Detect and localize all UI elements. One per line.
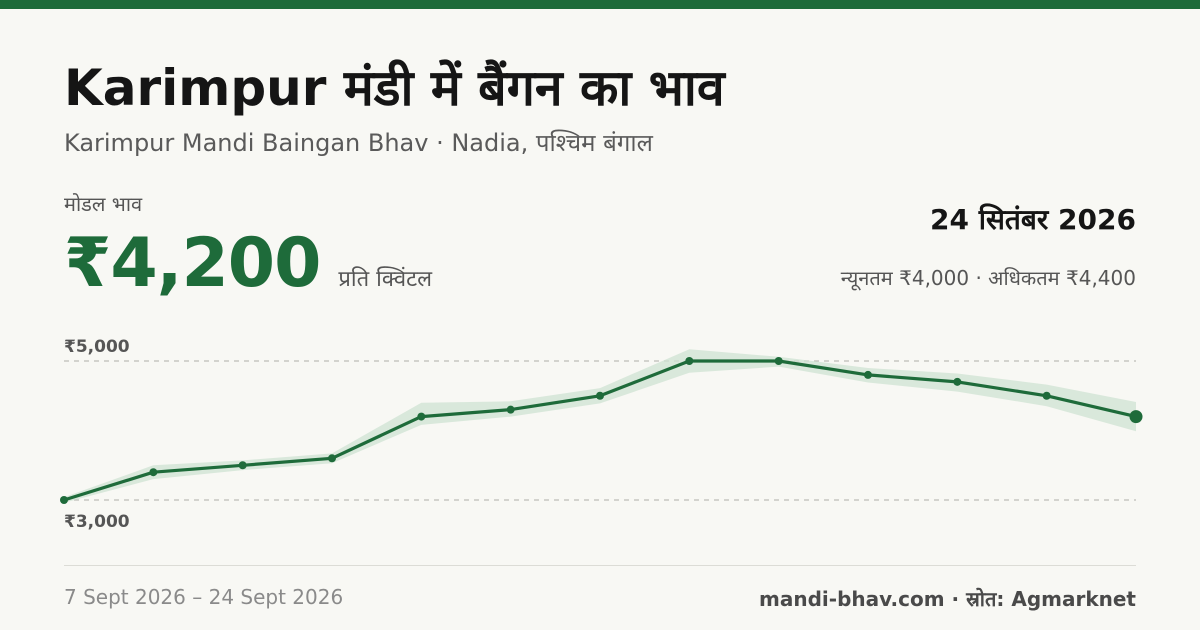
price-range-band-group (64, 349, 1136, 503)
data-points (60, 357, 1143, 504)
y-tick-label: ₹3,000 (64, 512, 130, 532)
price-range-band (64, 349, 1136, 503)
page-title: Karimpur मंडी में बैंगन का भाव (64, 59, 725, 117)
y-tick-labels: ₹5,000 ₹3,000 (64, 337, 130, 532)
data-point (596, 391, 604, 400)
modal-price-label: मोडल भाव (64, 192, 143, 216)
price-unit: प्रति क्विंटल (338, 267, 433, 292)
data-point (328, 454, 336, 463)
data-point (60, 496, 68, 504)
data-point (238, 461, 247, 470)
data-point (506, 405, 515, 414)
min-max-range: न्यूनतम ₹4,000 · अधिकतम ₹4,400 (840, 266, 1136, 290)
modal-price-value: ₹4,200 (64, 224, 321, 303)
data-point (864, 370, 872, 379)
data-point (1042, 391, 1051, 400)
data-point (685, 357, 694, 365)
y-tick-label: ₹5,000 (64, 337, 130, 357)
page-subtitle: Karimpur Mandi Baingan Bhav · Nadia, पश्… (64, 129, 653, 157)
footer-source: mandi-bhav.com · स्रोत: Agmarknet (759, 587, 1136, 611)
price-date: 24 सितंबर 2026 (930, 203, 1136, 236)
footer-date-range: 7 Sept 2026 – 24 Sept 2026 (64, 585, 344, 609)
data-point (417, 412, 426, 421)
footer-divider (64, 565, 1136, 566)
top-accent-bar (0, 0, 1200, 9)
grid-lines (64, 360, 1136, 501)
latest-data-point (1129, 410, 1143, 424)
data-point (953, 377, 962, 386)
data-point (774, 357, 783, 365)
price-row: ₹4,200 प्रति क्विंटल (64, 224, 432, 303)
data-point (149, 468, 158, 477)
